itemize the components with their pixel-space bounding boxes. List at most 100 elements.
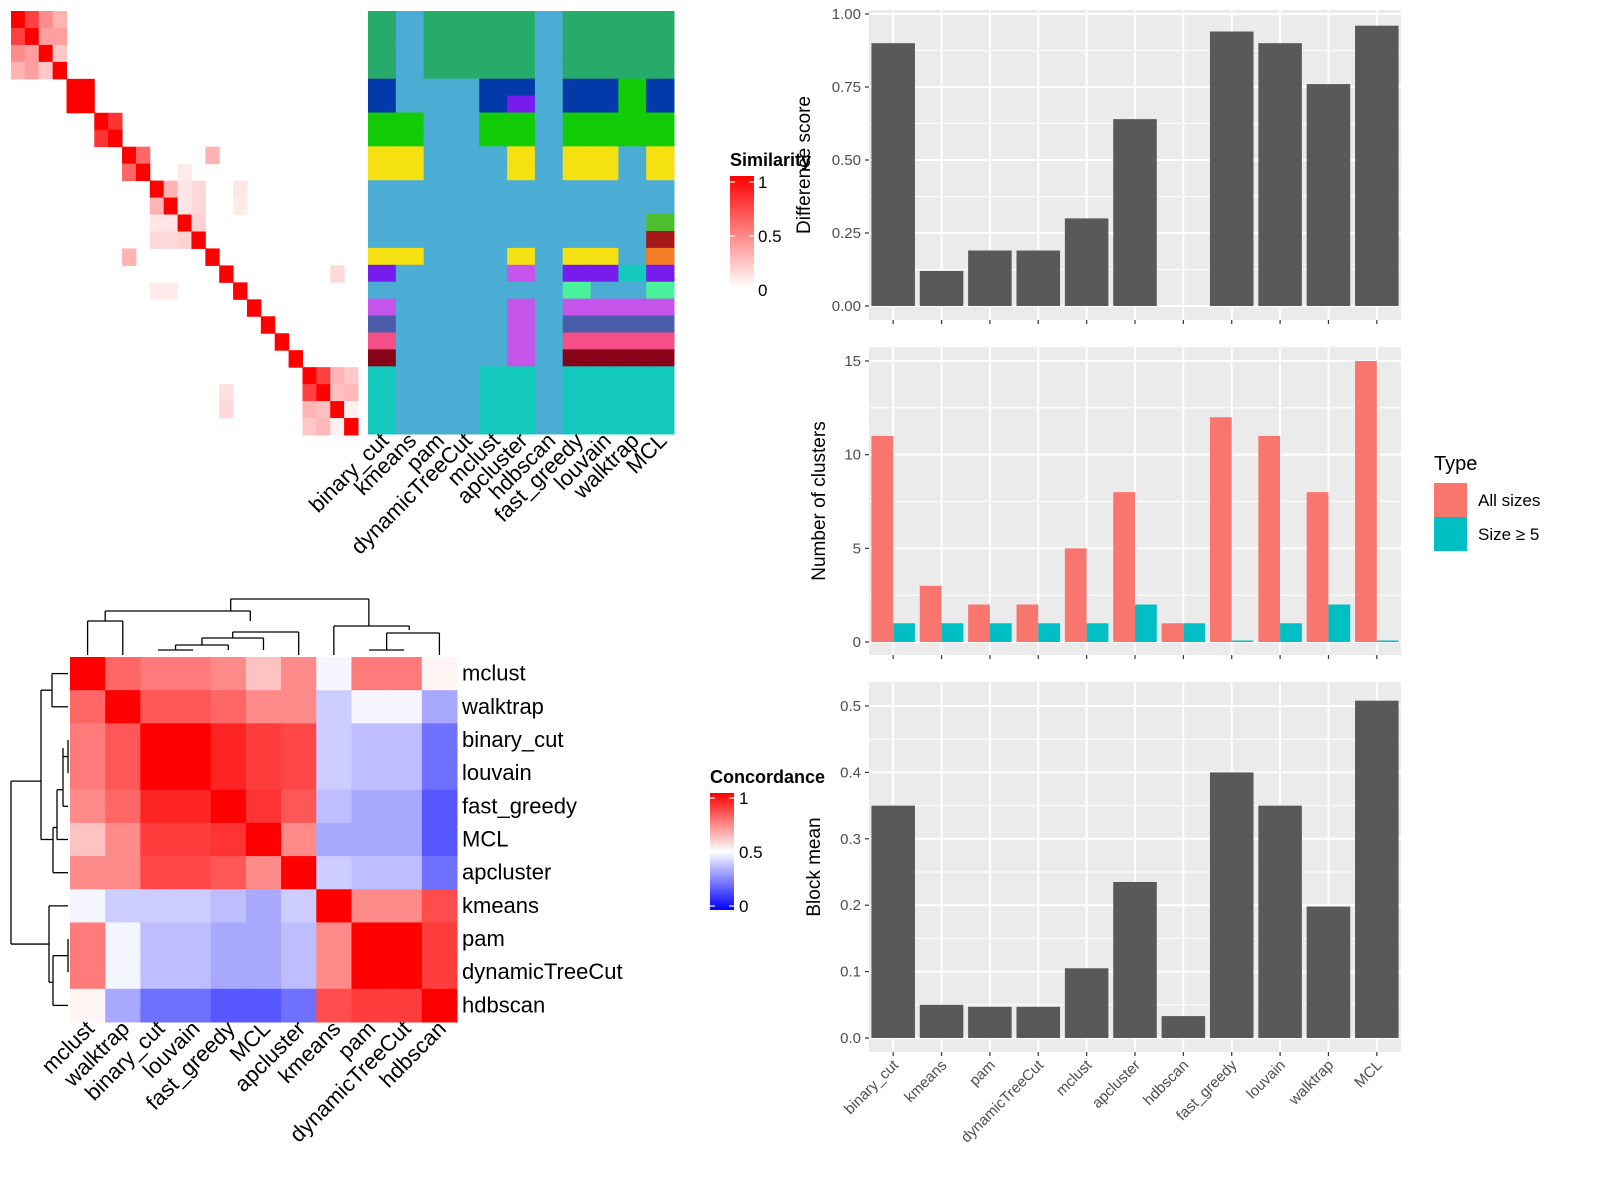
cluster-cell — [646, 112, 675, 130]
cluster-cell — [507, 298, 536, 317]
cluster-cell — [451, 417, 480, 435]
cluster-cell — [479, 146, 508, 164]
cluster-cell — [451, 44, 480, 63]
y-tick-label: 0.75 — [832, 79, 861, 96]
similarity-cell — [66, 78, 81, 97]
similarity-cell — [163, 231, 179, 249]
concordance-cell — [351, 822, 388, 857]
concordance-cell — [140, 789, 177, 824]
similarity-cell — [344, 367, 359, 385]
cluster-cell — [451, 197, 480, 215]
cluster-cell — [479, 197, 508, 215]
cluster-cell — [534, 366, 564, 384]
bar — [968, 1006, 1012, 1038]
cluster-cell — [534, 400, 564, 418]
concordance-cell — [105, 988, 141, 1023]
concordance-cell — [245, 856, 282, 890]
cluster-cell — [451, 214, 480, 232]
similarity-color-bar — [730, 176, 754, 288]
cluster-cell — [507, 247, 536, 266]
concordance-cell — [351, 723, 388, 758]
cluster-cell — [479, 180, 508, 198]
cluster-cell — [451, 315, 480, 333]
y-tick-label: 0.00 — [832, 298, 861, 315]
cluster-cell — [534, 44, 564, 63]
cluster-cell — [618, 163, 647, 181]
cluster-cell — [368, 417, 397, 435]
similarity-cell — [149, 282, 165, 300]
concordance-cell — [210, 723, 247, 758]
similarity-cell — [302, 384, 317, 402]
cluster-cell — [451, 349, 480, 367]
concordance-cell — [386, 723, 423, 758]
cluster-cell — [423, 332, 452, 350]
cluster-cell — [368, 214, 397, 232]
concordance-heatmap: mclustmclustwalktrapwalktrapbinary_cutbi… — [37, 657, 623, 1147]
concordance-legend: Concordance 1 0.5 0 — [710, 767, 825, 916]
cluster-cell — [590, 44, 619, 63]
cluster-cell — [562, 146, 592, 164]
cluster-cell — [562, 129, 592, 147]
concordance-cell — [245, 789, 282, 824]
concordance-cell — [175, 988, 212, 1023]
cluster-cell — [618, 44, 647, 63]
cluster-cell — [646, 163, 675, 181]
concordance-cell — [386, 789, 423, 824]
concordance-cell — [281, 822, 317, 857]
cluster-cell — [534, 61, 564, 80]
cluster-cell — [368, 332, 397, 350]
cluster-cell — [534, 95, 564, 114]
cluster-cell — [590, 383, 619, 401]
cluster-cell — [423, 95, 452, 114]
concordance-cell — [175, 822, 212, 857]
cluster-cell — [423, 146, 452, 164]
cluster-cell — [618, 129, 647, 147]
concordance-cell — [245, 922, 282, 957]
bar-all-sizes — [1258, 435, 1281, 642]
concordance-cell — [105, 822, 141, 857]
bar — [919, 270, 964, 306]
cluster-cell — [368, 366, 397, 384]
cluster-cell — [534, 298, 564, 317]
cluster-cell — [395, 146, 425, 164]
cluster-cell — [590, 230, 619, 249]
cluster-cell — [368, 146, 397, 164]
cluster-cell — [646, 61, 675, 80]
similarity-cell — [52, 44, 68, 63]
cluster-cell — [562, 400, 592, 418]
cluster-cell — [395, 247, 425, 266]
cluster-cell — [534, 112, 564, 130]
cluster-cell — [507, 230, 536, 249]
bar — [1306, 906, 1351, 1038]
block-mean-chart: 0.0 0.1 0.2 0.3 0.4 0.5 Block mean binary_cut km… — [804, 682, 1401, 1146]
type-legend-label: All sizes — [1478, 491, 1540, 510]
similarity-cell — [149, 180, 165, 199]
similarity-cell — [330, 384, 345, 402]
y-tick-label: 0 — [853, 634, 861, 651]
cluster-cell — [507, 417, 536, 435]
similarity-legend: Similarity 1 0.5 0 — [730, 150, 811, 300]
cluster-cell — [534, 247, 564, 266]
cluster-cell — [479, 383, 508, 401]
cluster-cell — [451, 383, 480, 401]
bar — [1016, 250, 1061, 306]
cluster-cell — [423, 44, 452, 63]
cluster-cell — [507, 366, 536, 384]
concordance-cell — [281, 657, 317, 691]
x-tick-label: walktrap — [1285, 1057, 1337, 1109]
concordance-cell — [421, 988, 458, 1023]
similarity-cell — [11, 61, 26, 80]
similarity-cell — [149, 231, 165, 249]
cluster-cell — [646, 349, 675, 367]
cluster-cell — [423, 264, 452, 283]
concordance-cell — [386, 657, 423, 691]
type-legend-label: Size ≥ 5 — [1478, 525, 1539, 544]
concordance-cell — [351, 955, 388, 990]
x-tick-label: kmeans — [901, 1057, 950, 1106]
concordance-cell — [421, 856, 458, 890]
cluster-cell — [423, 27, 452, 46]
concordance-cell — [386, 955, 423, 990]
cluster-cell — [507, 78, 536, 97]
concordance-cell — [386, 822, 423, 857]
y-tick-label: 0.2 — [840, 897, 861, 914]
